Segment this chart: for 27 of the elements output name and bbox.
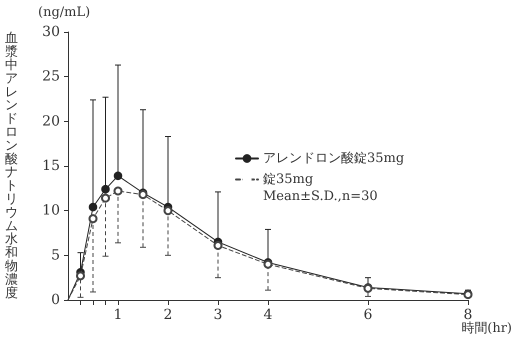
point [214, 241, 222, 250]
x-tick-label: 1 [114, 307, 122, 323]
text: 血漿中アレンドロン酸ナトリウム水和物濃度 [5, 31, 18, 301]
y-tick-label: 20 [42, 113, 60, 130]
point [101, 184, 110, 194]
x-tick-label: 2 [164, 307, 172, 323]
x-tick-label: 6 [364, 307, 373, 323]
point [164, 206, 172, 216]
x-tick-label: 3 [214, 307, 222, 323]
x-axis-title: 時間(hr) [461, 321, 512, 336]
point [88, 202, 98, 212]
text: (ng/mL) [38, 5, 90, 20]
y-tick-label: 15 [42, 158, 60, 174]
annotation: Mean±S.D.,n=30 [263, 189, 378, 204]
point [76, 271, 85, 280]
y-tick-label: 0 [51, 292, 60, 308]
point [101, 194, 110, 203]
legend-label: 錠35mg [263, 172, 314, 187]
y-tick-label: 30 [42, 24, 60, 40]
point [88, 214, 98, 224]
y-tick-label: 5 [51, 247, 60, 264]
legend-label: アレンドロン酸錠35mg [263, 151, 404, 166]
point [114, 186, 122, 196]
x-tick-label: 4 [264, 307, 273, 323]
point [114, 172, 122, 180]
y-tick-label: 10 [42, 202, 60, 219]
y-tick-label: 25 [42, 68, 60, 85]
